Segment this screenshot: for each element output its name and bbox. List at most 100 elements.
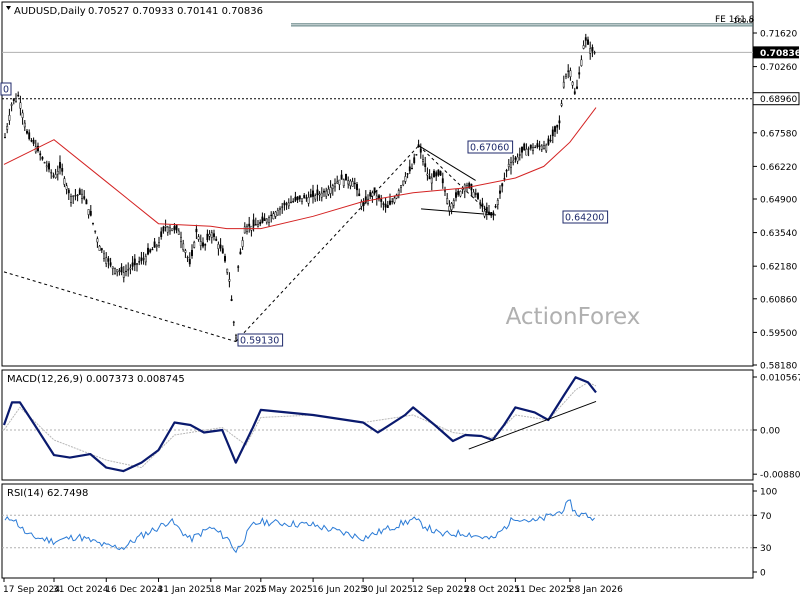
collapse-arrow-icon[interactable] bbox=[6, 6, 11, 10]
candle-body bbox=[303, 195, 306, 199]
candle-body bbox=[298, 195, 301, 200]
candle-body bbox=[254, 224, 257, 226]
candle-body bbox=[186, 257, 189, 259]
candle-body bbox=[578, 72, 581, 75]
candle-body bbox=[538, 145, 541, 147]
candle-body bbox=[437, 169, 440, 176]
candle-body bbox=[532, 147, 534, 151]
candle-body bbox=[285, 203, 288, 205]
candle-body bbox=[39, 153, 42, 156]
candle-body bbox=[290, 201, 292, 203]
time-tick-label: 30 Jul 2025 bbox=[362, 585, 413, 595]
candle-body bbox=[151, 249, 154, 251]
candle-body bbox=[296, 196, 299, 200]
candle-body bbox=[94, 230, 97, 232]
candle-body bbox=[492, 212, 495, 215]
candle-body bbox=[259, 222, 262, 225]
candle-body bbox=[164, 226, 167, 228]
candle-body bbox=[184, 250, 187, 253]
candle-body bbox=[210, 232, 213, 238]
candle-body bbox=[573, 91, 576, 94]
time-tick-label: 18 Mar 2025 bbox=[210, 585, 267, 595]
price-candles bbox=[4, 33, 596, 342]
level-price-label: 0.68960 bbox=[760, 95, 797, 105]
candle-body bbox=[525, 148, 528, 156]
candle-body bbox=[395, 194, 398, 199]
candle-body bbox=[325, 190, 328, 197]
candle-body bbox=[507, 163, 510, 168]
candle-body bbox=[413, 157, 416, 163]
candle-body bbox=[356, 184, 358, 191]
candle-body bbox=[338, 179, 341, 185]
price-callout-label: 0.67060 bbox=[470, 143, 509, 154]
macd-title: MACD(12,26,9) 0.007373 0.008745 bbox=[7, 374, 185, 385]
candle-body bbox=[373, 187, 376, 194]
candle-body bbox=[283, 202, 286, 206]
candle-body bbox=[120, 266, 123, 273]
candle-body bbox=[65, 185, 68, 190]
candle-body bbox=[70, 196, 72, 203]
candle-body bbox=[415, 154, 418, 156]
candle-body bbox=[402, 180, 405, 186]
candle-body bbox=[294, 196, 297, 201]
candle-body bbox=[30, 140, 33, 142]
candle-body bbox=[485, 207, 488, 213]
candle-body bbox=[382, 203, 385, 205]
candle-body bbox=[265, 218, 268, 223]
macd-tick-label: 0.00 bbox=[760, 427, 780, 437]
candle-body bbox=[534, 147, 537, 149]
candle-body bbox=[477, 193, 479, 199]
candle-body bbox=[318, 193, 321, 196]
macd-trend-line bbox=[468, 400, 597, 450]
candle-body bbox=[569, 70, 572, 77]
candle-body bbox=[274, 211, 277, 217]
price-tick-label: 0.67580 bbox=[760, 129, 797, 139]
candle-body bbox=[483, 210, 486, 217]
time-tick-label: 16 Jun 2025 bbox=[312, 585, 366, 595]
ohlc-values: 0.70527 0.70933 0.70141 0.70836 bbox=[88, 6, 263, 17]
candle-body bbox=[523, 143, 526, 151]
watermark: ActionForex bbox=[506, 304, 641, 330]
candle-body bbox=[43, 162, 46, 164]
candle-body bbox=[272, 213, 275, 220]
candle-body bbox=[424, 163, 427, 168]
candle-body bbox=[92, 222, 94, 224]
candle-body bbox=[217, 244, 220, 249]
candle-body bbox=[516, 156, 519, 162]
candle-body bbox=[100, 248, 103, 251]
candle-body bbox=[305, 197, 308, 199]
candle-body bbox=[129, 267, 132, 270]
candle-body bbox=[28, 132, 31, 139]
candle-body bbox=[349, 180, 352, 187]
candle-body bbox=[342, 179, 345, 187]
candle-body bbox=[142, 258, 145, 260]
candle-body bbox=[98, 245, 101, 251]
candle-body bbox=[155, 244, 158, 247]
candle-body bbox=[171, 228, 174, 231]
trend-line bbox=[421, 208, 497, 216]
candle-body bbox=[450, 203, 453, 210]
candle-body bbox=[593, 52, 596, 54]
candle-body bbox=[89, 211, 92, 216]
candle-body bbox=[105, 257, 108, 264]
candle-body bbox=[59, 162, 61, 169]
candle-body bbox=[426, 173, 429, 176]
candle-body bbox=[371, 192, 374, 197]
candle-body bbox=[191, 249, 193, 256]
candle-body bbox=[109, 262, 112, 266]
candle-body bbox=[103, 253, 105, 259]
time-tick-label: 28 Oct 2025 bbox=[464, 585, 520, 595]
price-tick-label: 0.58180 bbox=[760, 362, 797, 372]
candle-body bbox=[556, 124, 559, 128]
candle-body bbox=[327, 188, 330, 195]
candle-body bbox=[232, 321, 235, 323]
candle-body bbox=[162, 226, 165, 232]
rsi-tick-label: 70 bbox=[760, 512, 772, 522]
candle-body bbox=[384, 203, 387, 208]
candle-body bbox=[468, 183, 471, 189]
candle-body bbox=[166, 226, 169, 233]
fe-label: FE 161.8 bbox=[715, 15, 755, 25]
candle-body bbox=[96, 238, 99, 243]
candle-body bbox=[239, 251, 242, 255]
